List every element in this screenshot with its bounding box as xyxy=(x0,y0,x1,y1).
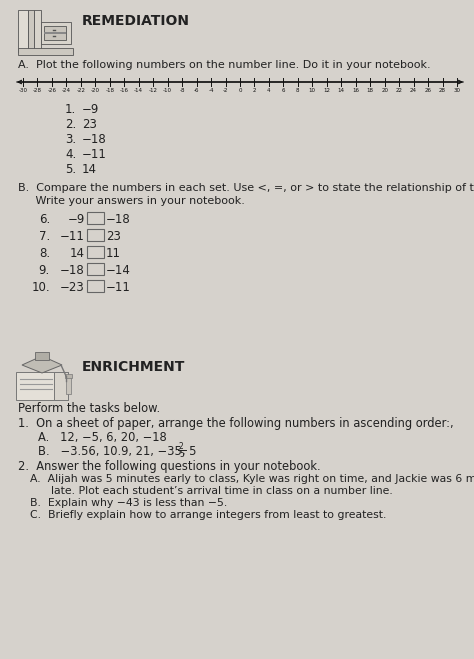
Bar xyxy=(65,374,72,378)
Text: 24: 24 xyxy=(410,88,417,93)
Text: 14: 14 xyxy=(70,247,85,260)
Text: -14: -14 xyxy=(134,88,143,93)
Text: 5: 5 xyxy=(179,450,184,459)
Text: -6: -6 xyxy=(194,88,200,93)
Text: REMEDIATION: REMEDIATION xyxy=(82,14,190,28)
Text: 9.: 9. xyxy=(39,264,50,277)
Text: 28: 28 xyxy=(439,88,446,93)
Text: −14: −14 xyxy=(106,264,131,277)
Text: −23: −23 xyxy=(60,281,85,294)
Text: -12: -12 xyxy=(149,88,158,93)
Text: 10.: 10. xyxy=(31,281,50,294)
Text: 0: 0 xyxy=(238,88,242,93)
Bar xyxy=(34,10,41,52)
Text: 30: 30 xyxy=(454,88,461,93)
Text: A.   12, −5, 6, 20, −18: A. 12, −5, 6, 20, −18 xyxy=(38,431,167,444)
Text: 4.: 4. xyxy=(65,148,76,161)
Text: 11: 11 xyxy=(106,247,121,260)
Bar xyxy=(44,32,66,34)
Text: -30: -30 xyxy=(18,88,27,93)
Bar xyxy=(87,280,104,292)
Bar xyxy=(18,48,73,55)
Text: -2: -2 xyxy=(223,88,228,93)
Polygon shape xyxy=(22,356,62,373)
Text: B.  Explain why −43 is less than −5.: B. Explain why −43 is less than −5. xyxy=(30,498,227,508)
Text: 22: 22 xyxy=(396,88,402,93)
Text: 20: 20 xyxy=(381,88,388,93)
Text: 18: 18 xyxy=(367,88,374,93)
Text: 2.  Answer the following questions in your notebook.: 2. Answer the following questions in you… xyxy=(18,460,320,473)
Bar xyxy=(35,352,49,360)
Bar xyxy=(87,212,104,224)
Text: −9: −9 xyxy=(82,103,100,116)
Bar xyxy=(87,229,104,241)
Bar xyxy=(87,263,104,275)
Text: -8: -8 xyxy=(179,88,185,93)
Text: 6.: 6. xyxy=(39,213,50,226)
Text: 1.: 1. xyxy=(65,103,76,116)
Text: 3.: 3. xyxy=(65,133,76,146)
Bar xyxy=(41,22,71,44)
Bar xyxy=(66,376,71,394)
Text: -22: -22 xyxy=(76,88,85,93)
Text: −9: −9 xyxy=(68,213,85,226)
Text: −11: −11 xyxy=(106,281,131,294)
Bar xyxy=(28,10,34,52)
Text: 23: 23 xyxy=(82,118,97,131)
Text: 2.: 2. xyxy=(65,118,76,131)
Bar xyxy=(87,246,104,258)
Text: C.  Briefly explain how to arrange integers from least to greatest.: C. Briefly explain how to arrange intege… xyxy=(30,510,386,520)
Bar xyxy=(54,372,68,400)
Text: 14: 14 xyxy=(338,88,345,93)
Text: 16: 16 xyxy=(352,88,359,93)
Text: 4: 4 xyxy=(267,88,271,93)
Text: late. Plot each student’s arrival time in class on a number line.: late. Plot each student’s arrival time i… xyxy=(30,486,393,496)
Text: -16: -16 xyxy=(120,88,129,93)
Text: Perform the tasks below.: Perform the tasks below. xyxy=(18,402,160,415)
Text: 12: 12 xyxy=(323,88,330,93)
Text: 26: 26 xyxy=(425,88,431,93)
Bar xyxy=(44,26,66,40)
Text: -20: -20 xyxy=(91,88,100,93)
Text: 2: 2 xyxy=(253,88,256,93)
Text: ENRICHMENT: ENRICHMENT xyxy=(82,360,185,374)
Text: A.  Alijah was 5 minutes early to class, Kyle was right on time, and Jackie was : A. Alijah was 5 minutes early to class, … xyxy=(30,474,474,484)
Text: 23: 23 xyxy=(106,230,121,243)
Text: −18: −18 xyxy=(82,133,107,146)
Bar xyxy=(18,10,28,52)
Text: 5.: 5. xyxy=(65,163,76,176)
Text: 8: 8 xyxy=(296,88,300,93)
Text: −18: −18 xyxy=(60,264,85,277)
Text: -24: -24 xyxy=(62,88,71,93)
Text: A.  Plot the following numbers on the number line. Do it in your notebook.: A. Plot the following numbers on the num… xyxy=(18,60,430,70)
Text: −11: −11 xyxy=(60,230,85,243)
Text: 8.: 8. xyxy=(39,247,50,260)
Text: 14: 14 xyxy=(82,163,97,176)
Text: 2: 2 xyxy=(179,442,184,451)
Text: -28: -28 xyxy=(33,88,42,93)
Text: -26: -26 xyxy=(47,88,56,93)
Text: −11: −11 xyxy=(82,148,107,161)
Text: -10: -10 xyxy=(163,88,172,93)
Text: 10: 10 xyxy=(309,88,316,93)
Bar xyxy=(16,372,68,400)
Text: B.   −3.56, 10.9, 21, −35, 5: B. −3.56, 10.9, 21, −35, 5 xyxy=(38,445,197,458)
Text: 7.: 7. xyxy=(39,230,50,243)
Text: −18: −18 xyxy=(106,213,131,226)
Text: -18: -18 xyxy=(105,88,114,93)
Text: Write your answers in your notebook.: Write your answers in your notebook. xyxy=(18,196,245,206)
Text: 1.  On a sheet of paper, arrange the following numbers in ascending order:,: 1. On a sheet of paper, arrange the foll… xyxy=(18,417,454,430)
Text: -4: -4 xyxy=(208,88,214,93)
Text: B.  Compare the numbers in each set. Use <, =, or > to state the relationship of: B. Compare the numbers in each set. Use … xyxy=(18,183,474,193)
Text: 6: 6 xyxy=(282,88,285,93)
